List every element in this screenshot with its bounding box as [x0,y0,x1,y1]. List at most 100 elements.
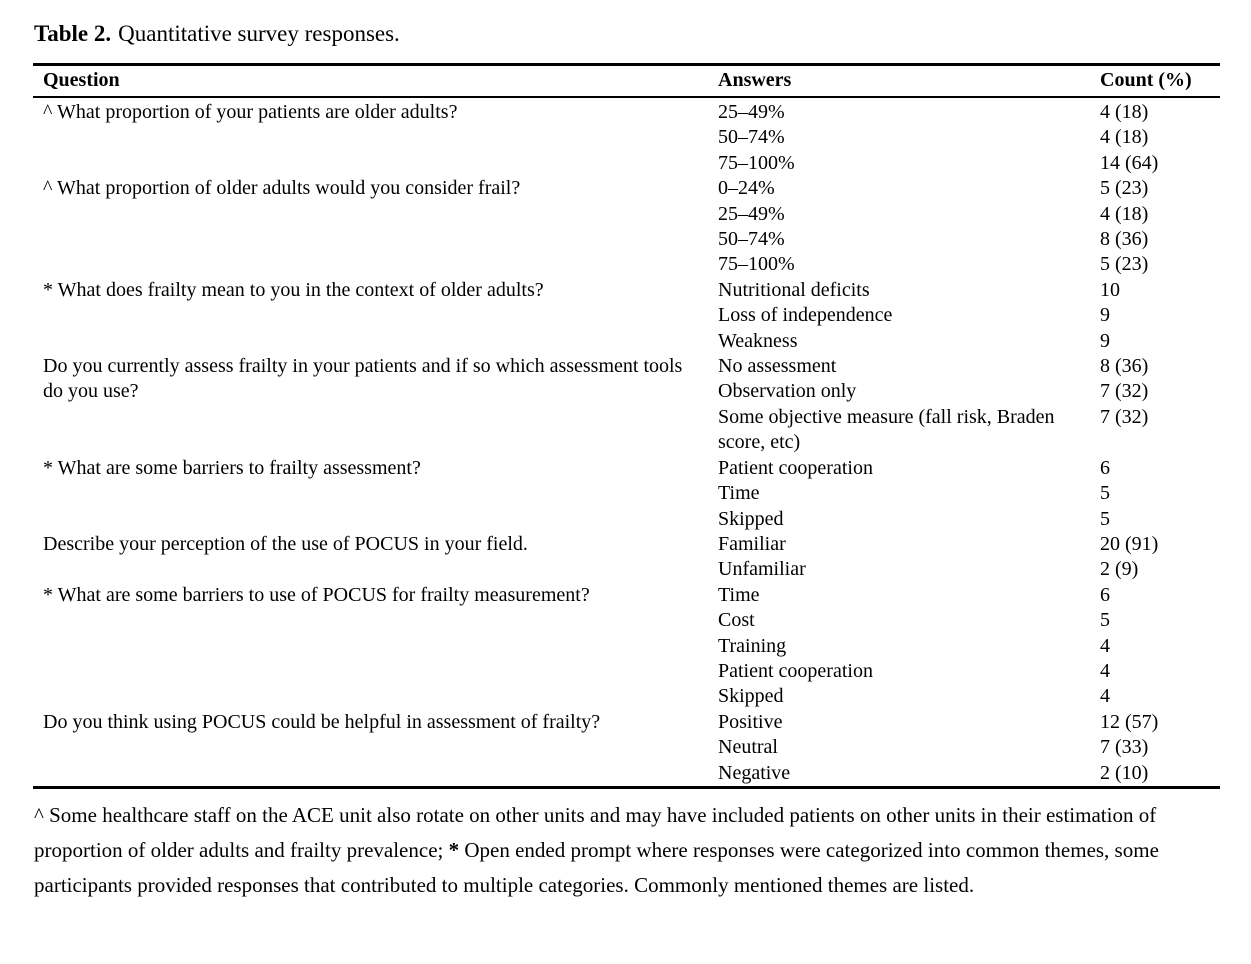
answer-cell: 75–100% [718,151,795,174]
count-cell: 5 [1100,609,1110,632]
count-cell: 7 (33) [1100,736,1149,759]
answer-cell: Time [718,583,760,606]
table-row: 25–49% 4 (18) [33,202,1220,227]
count-cell: 10 [1100,278,1120,301]
answer-cell: Neutral [718,736,778,759]
header-question: Question [33,64,718,98]
count-cell: 5 [1100,507,1110,530]
count-cell: 4 (18) [1100,126,1149,149]
count-cell: 6 [1100,456,1110,479]
table-header-row: Question Answers Count (%) [33,64,1220,98]
answer-cell: Training [718,634,787,657]
question-cell: * What are some barriers to use of POCUS… [43,583,590,606]
answer-cell: Skipped [718,507,784,530]
count-cell: 12 (57) [1100,710,1159,733]
table-row: * What does frailty mean to you in the c… [33,278,1220,303]
answer-cell: No assessment [718,355,837,378]
table-body: ^ What proportion of your patients are o… [33,97,1220,787]
question-cell: Do you currently assess frailty in your … [43,355,683,403]
count-cell: 8 (36) [1100,355,1149,378]
answer-cell: 25–49% [718,202,785,225]
answer-cell: Positive [718,710,783,733]
table-row: Skipped 4 [33,684,1220,709]
count-cell: 5 [1100,482,1110,505]
table-row: 75–100% 14 (64) [33,151,1220,176]
answer-cell: Familiar [718,532,786,555]
question-cell: * What does frailty mean to you in the c… [43,278,544,301]
table-row: 75–100% 5 (23) [33,252,1220,277]
table-row: ^ What proportion of your patients are o… [33,97,1220,125]
table-caption: Table 2. Quantitative survey responses. [33,20,1220,48]
answer-cell: Patient cooperation [718,659,873,682]
count-cell: 14 (64) [1100,151,1159,174]
count-cell: 4 [1100,685,1110,708]
table-row: Some objective measure (fall risk, Brade… [33,405,1220,456]
table-row: 50–74% 4 (18) [33,125,1220,150]
table-row: Unfamiliar 2 (9) [33,557,1220,582]
answer-cell: Cost [718,609,755,632]
table-row: Training 4 [33,634,1220,659]
header-answers: Answers [718,64,1100,98]
table-row: Describe your perception of the use of P… [33,532,1220,557]
table-row: Time 5 [33,481,1220,506]
answer-cell: Negative [718,761,791,784]
table-row: * What are some barriers to frailty asse… [33,456,1220,481]
count-cell: 4 (18) [1100,101,1149,123]
answer-cell: 0–24% [718,177,775,200]
table-caption-label: Table 2. [34,21,112,46]
answer-cell: Skipped [718,685,784,708]
count-cell: 2 (9) [1100,558,1139,581]
answer-cell: Weakness [718,329,798,352]
question-cell: ^ What proportion of your patients are o… [43,101,458,123]
answer-cell: Nutritional deficits [718,278,870,301]
count-cell: 20 (91) [1100,532,1159,555]
answer-cell: 75–100% [718,253,795,276]
table-row: Neutral 7 (33) [33,735,1220,760]
answer-cell: 50–74% [718,126,785,149]
table-row: Patient cooperation 4 [33,659,1220,684]
answer-cell: Observation only [718,380,857,403]
count-cell: 9 [1100,304,1110,327]
survey-table: Question Answers Count (%) ^ What propor… [33,63,1220,789]
answer-cell: 25–49% [718,101,785,123]
count-cell: 4 [1100,659,1110,682]
document-page: Table 2. Quantitative survey responses. Q… [33,20,1220,903]
count-cell: 4 (18) [1100,202,1149,225]
table-footnote: ^ Some healthcare staff on the ACE unit … [33,798,1183,903]
footnote-text: Open ended prompt where responses were c… [34,837,1159,897]
table-row: Weakness 9 [33,329,1220,354]
answer-cell: Unfamiliar [718,558,806,581]
count-cell: 2 (10) [1100,761,1149,784]
table-row: Do you currently assess frailty in your … [33,354,1220,402]
question-cell: Describe your perception of the use of P… [43,532,528,555]
answer-cell: 50–74% [718,228,785,251]
table-caption-text: Quantitative survey responses. [118,21,400,46]
count-cell: 8 (36) [1100,228,1149,251]
table-row: 50–74% 8 (36) [33,227,1220,252]
footnote-marker: * [448,837,460,862]
question-cell: * What are some barriers to frailty asse… [43,456,421,479]
answer-cell: Loss of independence [718,304,893,327]
table-row: Loss of independence 9 [33,303,1220,328]
count-cell: 4 [1100,634,1110,657]
table-row: Skipped 5 [33,507,1220,532]
count-cell: 5 (23) [1100,177,1149,200]
table-row: ^ What proportion of older adults would … [33,176,1220,201]
count-cell: 9 [1100,329,1110,352]
count-cell: 6 [1100,583,1110,606]
question-cell: Do you think using POCUS could be helpfu… [43,710,601,733]
table-row: * What are some barriers to use of POCUS… [33,583,1220,608]
table-row: Observation only 7 (32) [33,379,1220,404]
count-cell: 7 (32) [1100,380,1149,403]
answer-cell: Patient cooperation [718,456,873,479]
answer-cell: Time [718,482,760,505]
header-count: Count (%) [1100,64,1220,98]
count-cell: 5 (23) [1100,253,1149,276]
table-row: Negative 2 (10) [33,761,1220,788]
question-cell: ^ What proportion of older adults would … [43,177,521,200]
count-cell: 7 (32) [1100,405,1149,428]
footnote-text: ^ Some healthcare staff on the ACE unit … [34,802,1157,862]
table-row: Do you think using POCUS could be helpfu… [33,710,1220,735]
answer-cell: Some objective measure (fall risk, Brade… [718,405,1055,454]
table-row: Cost 5 [33,608,1220,633]
